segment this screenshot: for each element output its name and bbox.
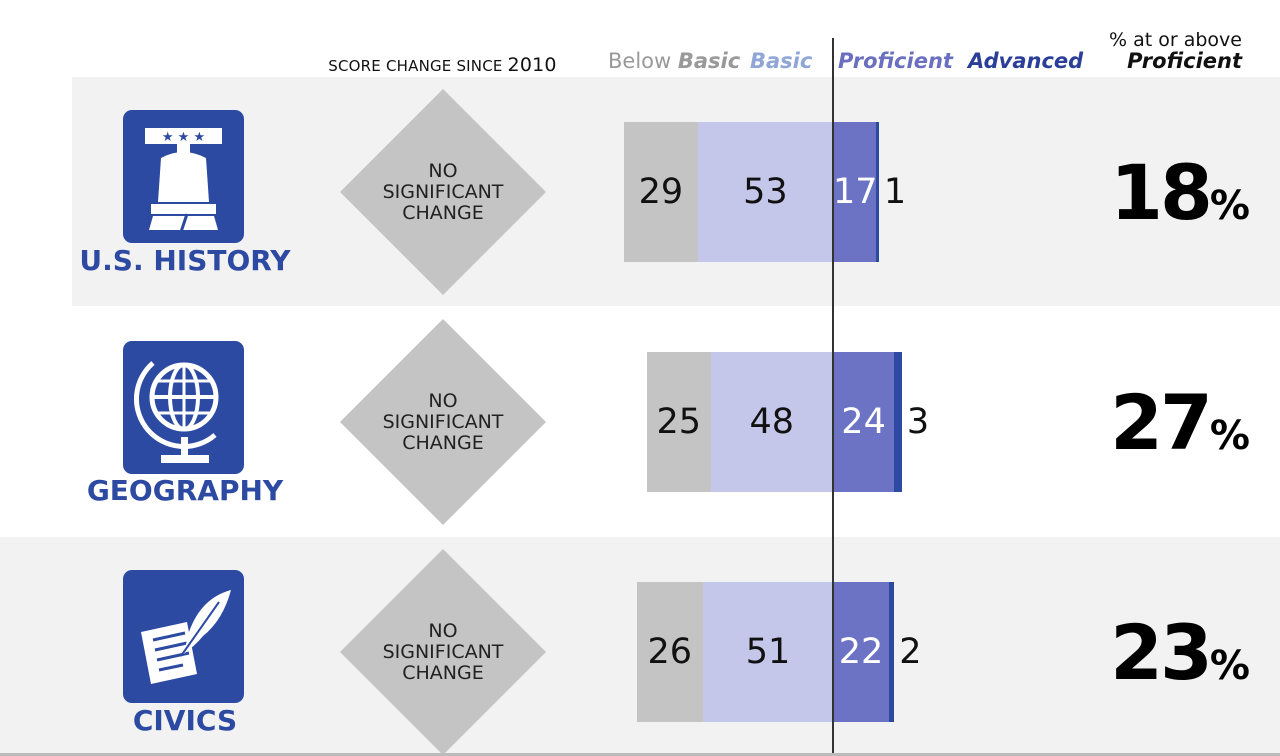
liberty-bell-icon: ★ ★ ★: [123, 110, 244, 243]
score-change-label: SCORE CHANGE SINCE: [328, 57, 503, 75]
score-change-diamond: NO SIGNIFICANT CHANGE: [340, 89, 546, 295]
pct-value: 18: [1110, 148, 1213, 237]
bar-segment-advanced: [889, 582, 895, 722]
legend-pct-em: Proficient: [1127, 49, 1242, 73]
svg-text:★ ★ ★: ★ ★ ★: [162, 130, 205, 145]
score-change-text: NO SIGNIFICANT CHANGE: [382, 160, 504, 224]
bar-label-advanced: 3: [906, 402, 930, 442]
legend-advanced: Advanced: [968, 49, 1084, 73]
bar-label-proficient: 17: [832, 172, 878, 212]
bar-label-below-basic: 26: [647, 632, 693, 672]
pct-sign: %: [1209, 413, 1250, 459]
pct-at-or-above-proficient: 23%: [1060, 608, 1250, 697]
bar-segment-below-basic: [646, 352, 711, 492]
pct-sign: %: [1209, 183, 1250, 229]
pct-value: 27: [1110, 378, 1213, 467]
legend-basic: Basic: [750, 49, 813, 73]
legend-below-basic: Below Basic: [608, 49, 740, 73]
bar-segment-basic: [710, 352, 833, 492]
stacked-bar-us-history: 29 53 17 1: [623, 122, 906, 262]
pct-at-or-above-proficient: 18%: [1060, 148, 1250, 237]
score-change-diamond: NO SIGNIFICANT CHANGE: [340, 319, 546, 525]
score-change-diamond: NO SIGNIFICANT CHANGE: [340, 549, 546, 755]
stacked-bar-geography: 25 48 24 3: [646, 352, 929, 492]
legend-pct-at-or-above: % at or above Proficient: [1090, 30, 1242, 72]
globe-icon: [123, 341, 244, 474]
bar-label-below-basic: 29: [638, 172, 684, 212]
bar-segment-proficient: [832, 582, 890, 722]
stacked-bar-civics: 26 51 22 2: [636, 582, 921, 722]
proficient-baseline: [832, 38, 834, 756]
subject-label-us-history: U.S. HISTORY: [79, 244, 291, 277]
bar-label-below-basic: 25: [656, 402, 701, 442]
bar-segment-below-basic: [623, 122, 698, 262]
bar-segment-advanced: [894, 352, 902, 492]
score-change-header: SCORE CHANGE SINCE 2010: [300, 54, 585, 132]
bar-label-advanced: 2: [899, 632, 922, 672]
quill-document-icon: [123, 570, 244, 703]
pct-sign: %: [1209, 643, 1250, 689]
bar-label-advanced: 1: [883, 172, 907, 212]
bar-label-proficient: 22: [838, 632, 884, 672]
bar-label-basic: 53: [743, 172, 788, 212]
pct-at-or-above-proficient: 27%: [1060, 378, 1250, 467]
score-change-year: 2010: [507, 54, 557, 76]
bar-label-proficient: 24: [841, 402, 886, 442]
bar-segment-basic: [702, 582, 833, 722]
bar-segment-basic: [697, 122, 833, 262]
legend-proficient: Proficient: [838, 49, 953, 73]
score-change-text: NO SIGNIFICANT CHANGE: [382, 620, 504, 684]
bar-segment-advanced: [876, 122, 879, 262]
subject-label-geography: GEOGRAPHY: [86, 474, 284, 507]
bottom-rule: [0, 753, 1280, 756]
bar-label-basic: 48: [749, 402, 795, 442]
legend-below-basic-prefix: Below: [608, 49, 672, 73]
bar-segment-proficient: [832, 122, 877, 262]
bar-segment-below-basic: [636, 582, 703, 722]
bar-label-basic: 51: [745, 632, 791, 672]
bar-segment-proficient: [832, 352, 895, 492]
legend-below-basic-em: Basic: [677, 49, 741, 73]
score-change-text: NO SIGNIFICANT CHANGE: [382, 390, 504, 454]
legend-pct-label: % at or above: [1109, 29, 1242, 51]
subject-label-civics: CIVICS: [132, 704, 238, 737]
pct-value: 23: [1110, 608, 1213, 697]
